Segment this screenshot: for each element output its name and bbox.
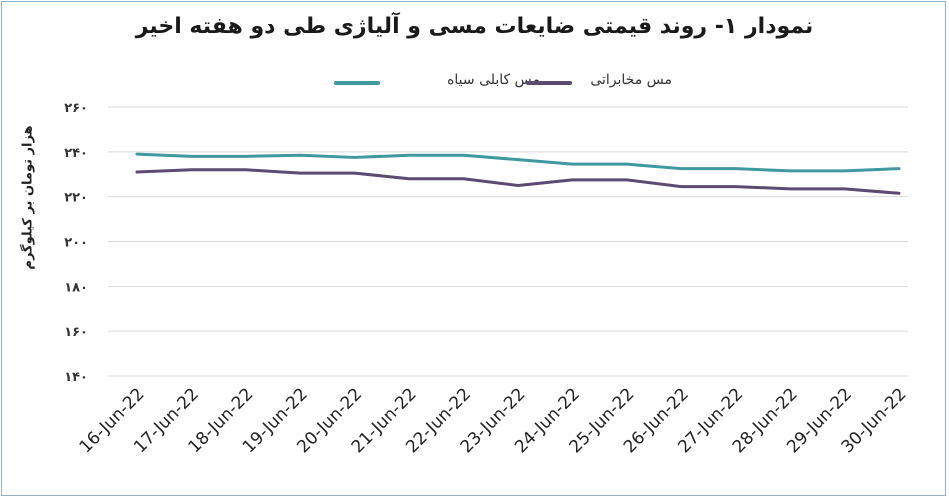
legend-swatch-series-2 [526,81,572,85]
y-tick-label-140: ۱۴۰ [64,370,88,385]
legend-swatch-series-1 [334,81,380,85]
y-tick-label-160: ۱۶۰ [64,325,88,340]
y-tick-label-240: ۲۴۰ [64,146,88,161]
series-line-2 [135,168,901,195]
legend-label-series-2: مس مخابراتی [590,72,672,88]
legend-label-series-1: مس کابلی سیاه [447,72,540,88]
series-line-1 [135,152,901,173]
y-tick-label-180: ۱۸۰ [64,280,88,295]
y-tick-label-200: ۲۰۰ [64,236,88,251]
y-tick-label-260: ۲۶۰ [64,101,88,116]
y-tick-label-220: ۲۲۰ [64,191,88,206]
chart-title: نمودار ۱- روند قیمتی ضایعات مسی و آلیاژی… [135,14,814,39]
